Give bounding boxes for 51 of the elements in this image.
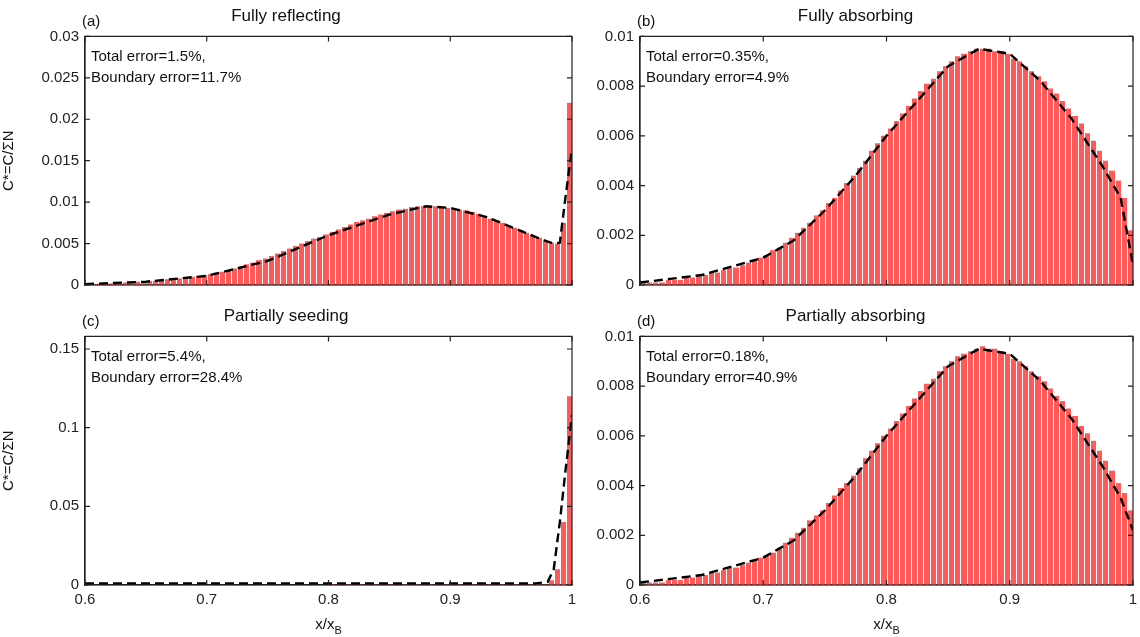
annotation: Boundary error=4.9% <box>646 68 789 86</box>
x-tick-label: 0.8 <box>876 590 897 608</box>
annotation: Boundary error=11.7% <box>91 68 242 86</box>
y-tick-label: 0.006 <box>596 125 634 143</box>
y-tick-label: 0.025 <box>41 67 79 85</box>
y-tick-label: 0.15 <box>49 339 79 357</box>
y-tick-label: 0.004 <box>596 175 634 193</box>
x-tick-label: 0.7 <box>752 590 774 608</box>
y-tick-label: 0.03 <box>49 26 79 44</box>
x-tick-label: 0.9 <box>439 590 461 608</box>
y-tick-label: 0 <box>70 575 79 593</box>
y-tick-label: 0.002 <box>596 525 634 543</box>
y-tick-label: 0 <box>70 275 79 293</box>
chart-title: Fully reflecting <box>231 5 341 25</box>
y-tick-label: 0 <box>625 575 634 593</box>
chart-title: Fully absorbing <box>797 5 914 25</box>
y-axis-title: C*=C/ΣN <box>0 130 17 191</box>
y-tick-label: 0.002 <box>596 225 634 243</box>
annotation: Total error=1.5%, <box>91 47 206 65</box>
x-tick-label: 0.7 <box>196 590 218 608</box>
y-tick-label: 0.1 <box>58 417 79 435</box>
y-tick-label: 0.01 <box>604 326 634 344</box>
y-tick-label: 0.005 <box>41 233 79 251</box>
y-tick-label: 0.006 <box>596 425 634 443</box>
chart-title: Partially absorbing <box>785 305 926 325</box>
y-tick-label: 0.01 <box>604 26 634 44</box>
text: (b) <box>637 12 656 30</box>
y-tick-label: 0.02 <box>49 109 79 127</box>
y-tick-label: 0.015 <box>41 150 79 168</box>
y-axis-title: C*=C/ΣN <box>0 430 17 491</box>
y-tick-label: 0.004 <box>596 475 634 493</box>
annotation: Boundary error=28.4% <box>91 368 243 386</box>
annotation: Total error=0.35%, <box>646 47 769 65</box>
x-tick-label: 0.6 <box>74 590 96 608</box>
x-tick-label: 0.8 <box>318 590 339 608</box>
chart-title: Partially seeding <box>223 305 349 325</box>
y-tick-label: 0.008 <box>596 76 634 94</box>
y-tick-label: 0.008 <box>596 376 634 394</box>
y-tick-label: 0.01 <box>49 192 79 210</box>
x-tick-label: 0.6 <box>629 590 651 608</box>
x-tick-label: 1 <box>1128 590 1138 608</box>
x-tick-label: 0.9 <box>999 590 1021 608</box>
y-tick-label: 0.05 <box>49 496 79 514</box>
y-tick-label: 0 <box>625 275 634 293</box>
annotation: Total error=5.4%, <box>91 347 206 365</box>
x-tick-label: 1 <box>567 590 577 608</box>
text: (d) <box>637 312 656 330</box>
text: (a) <box>82 12 101 30</box>
annotation: Boundary error=40.9% <box>646 368 798 386</box>
annotation: Total error=0.18%, <box>646 347 769 365</box>
text: (c) <box>82 312 100 330</box>
